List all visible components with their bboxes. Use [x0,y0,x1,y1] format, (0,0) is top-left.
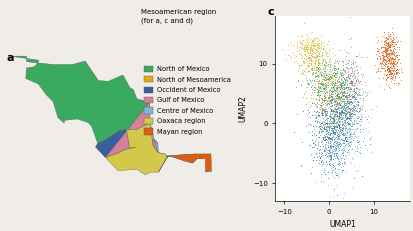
Polygon shape [105,123,166,175]
Legend: North of Mexico, North of Mesoamerica, Occident of Mexico, Gulf of Mexico, Centr: North of Mexico, North of Mesoamerica, O… [144,66,230,135]
X-axis label: UMAP1: UMAP1 [328,220,355,229]
Text: Mesoamerican region
(for a, c and d): Mesoamerican region (for a, c and d) [140,9,216,24]
Text: c: c [266,7,273,17]
Text: a: a [6,53,14,63]
Polygon shape [95,123,157,157]
Polygon shape [105,102,157,157]
Polygon shape [95,123,157,157]
Y-axis label: UMAP2: UMAP2 [237,95,247,122]
Polygon shape [126,123,197,163]
Polygon shape [10,56,150,143]
Polygon shape [158,154,211,172]
